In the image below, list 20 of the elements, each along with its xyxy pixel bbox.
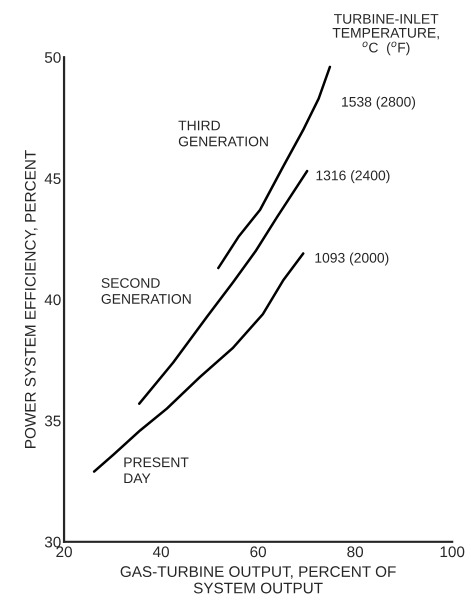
x-tick-label: 60 bbox=[250, 546, 266, 558]
y-tick-label: 45 bbox=[44, 173, 61, 184]
annotation: SECOND GENERATION bbox=[102, 278, 191, 304]
x-tick-label: 100 bbox=[440, 546, 464, 558]
x-tick-label: 40 bbox=[152, 546, 169, 558]
y-axis-title: POWER SYSTEM EFFICIENCY, PERCENT bbox=[24, 150, 38, 448]
y-tick-label: 30 bbox=[44, 536, 61, 548]
series-label: 1316 (2400) bbox=[316, 170, 390, 184]
series-label: 1538 (2800) bbox=[342, 96, 416, 110]
y-tick-label: 40 bbox=[44, 294, 61, 306]
line-series bbox=[92, 252, 304, 473]
x-tick-label: 20 bbox=[56, 546, 72, 558]
annotation: PRESENT DAY bbox=[124, 457, 189, 484]
legend-title: TURBINE-INLET TEMPERATURE, $^{o}$C ($^{o}$F) bbox=[332, 14, 439, 56]
x-axis-title: GAS-TURBINE OUTPUT, PERCENT OF SYSTEM OUTPUT bbox=[120, 566, 396, 594]
x-tick-label: 80 bbox=[347, 546, 364, 558]
annotation: THIRD GENERATION bbox=[178, 120, 268, 146]
y-tick-label: 35 bbox=[44, 416, 61, 426]
y-tick-label: 50 bbox=[44, 52, 61, 63]
series-label: 1093 (2000) bbox=[315, 252, 388, 266]
